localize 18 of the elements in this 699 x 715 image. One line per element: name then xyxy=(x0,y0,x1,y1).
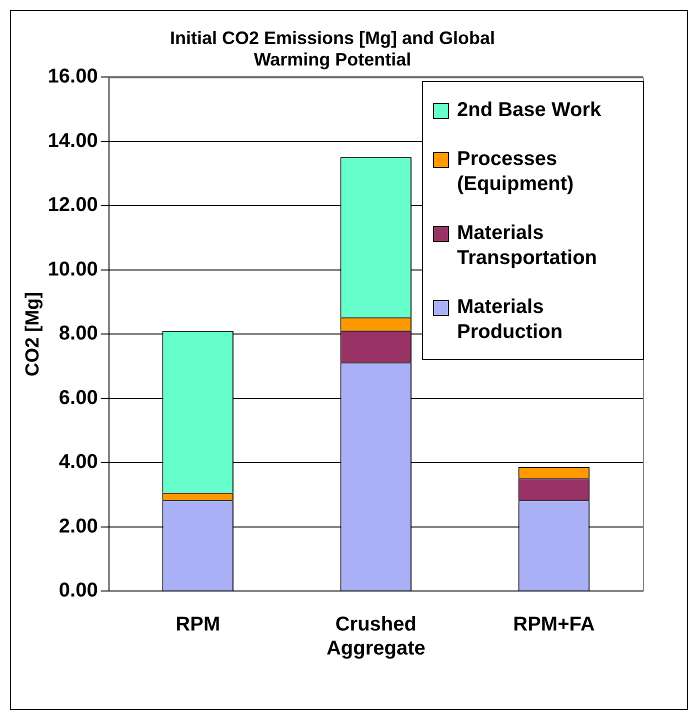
x-tick-label: Crushed Aggregate xyxy=(326,614,426,660)
y-axis-title: CO2 [Mg] xyxy=(22,292,44,376)
y-tick-label: 8.00 xyxy=(58,322,98,345)
y-tick-label: 12.00 xyxy=(48,194,98,216)
legend-label: 2nd Base Work xyxy=(457,98,602,124)
y-tick-label: 2.00 xyxy=(58,515,98,538)
y-tick-label: 16.00 xyxy=(48,66,98,88)
legend-label: Materials Transportation xyxy=(457,221,598,272)
x-tick-label: RPM xyxy=(176,614,220,636)
y-tick-label: 6.00 xyxy=(58,386,98,409)
legend-label: Materials Production xyxy=(457,295,564,346)
y-tick-label: 10.00 xyxy=(48,258,98,280)
chart-title: Initial CO2 Emissions [Mg] and Global Warming Potential xyxy=(170,28,496,70)
y-tick-label: 0.00 xyxy=(58,580,98,602)
y-tick-label: 14.00 xyxy=(48,130,98,152)
x-tick-label: RPM+FA xyxy=(513,614,595,636)
y-tick-label: 4.00 xyxy=(58,451,98,474)
legend-label: Processes (Equipment) xyxy=(457,147,575,198)
